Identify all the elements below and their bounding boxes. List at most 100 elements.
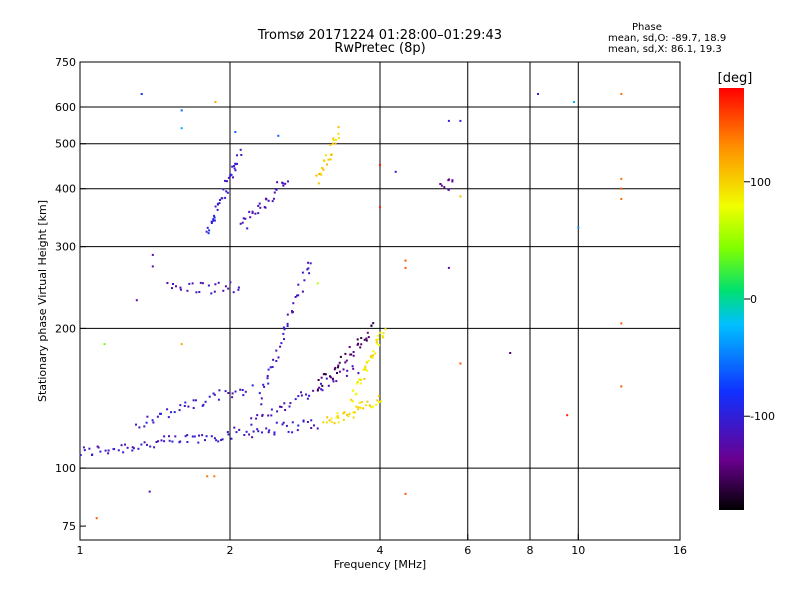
echo-point xyxy=(336,415,339,418)
echo-point xyxy=(234,390,237,393)
echo-point xyxy=(275,188,278,191)
echo-point xyxy=(234,163,237,166)
echo-point xyxy=(286,325,289,327)
echo-point xyxy=(140,93,143,95)
echo-point xyxy=(186,289,189,292)
echo-point xyxy=(347,415,350,418)
echo-point xyxy=(166,282,169,284)
echo-point xyxy=(365,404,368,407)
echo-point xyxy=(365,361,368,364)
echo-point xyxy=(330,420,333,423)
echo-point xyxy=(297,283,300,286)
echo-point xyxy=(325,421,328,424)
echo-point xyxy=(334,366,337,369)
echo-point xyxy=(241,221,244,224)
echo-point xyxy=(265,427,268,430)
echo-point xyxy=(192,399,195,402)
echo-point xyxy=(372,354,374,357)
echo-point xyxy=(275,360,278,362)
echo-point xyxy=(292,302,295,305)
echo-point xyxy=(213,214,215,217)
echo-point xyxy=(451,179,454,182)
echo-point xyxy=(370,324,373,327)
echo-point xyxy=(300,391,302,394)
echo-point xyxy=(363,377,366,380)
echo-point xyxy=(259,206,262,209)
echo-point xyxy=(364,366,367,369)
echo-point xyxy=(268,429,271,432)
echo-point xyxy=(187,405,190,408)
echo-point xyxy=(264,206,267,209)
echo-point xyxy=(218,202,221,205)
echo-point xyxy=(213,437,216,440)
echo-point xyxy=(336,372,338,374)
echo-point xyxy=(302,419,305,422)
echo-point xyxy=(329,144,332,146)
echo-point xyxy=(332,137,335,140)
echo-point xyxy=(212,218,215,221)
echo-point xyxy=(180,343,183,346)
echo-point xyxy=(171,440,174,443)
echo-point xyxy=(404,492,407,495)
echo-point xyxy=(317,182,320,185)
echo-point xyxy=(364,365,367,368)
echo-point xyxy=(242,217,245,220)
echo-point xyxy=(251,436,254,439)
echo-point xyxy=(447,188,450,191)
y-tick-label: 100 xyxy=(55,462,76,475)
echo-point xyxy=(251,210,254,213)
echo-point xyxy=(198,434,200,437)
echo-point xyxy=(146,415,149,418)
echo-point xyxy=(202,403,205,406)
echo-point xyxy=(337,132,340,135)
echo-point xyxy=(375,403,378,406)
echo-point xyxy=(237,286,240,289)
echo-point xyxy=(272,358,275,361)
echo-point xyxy=(372,405,374,408)
echo-point xyxy=(79,454,82,456)
echo-point xyxy=(360,343,363,346)
echo-point xyxy=(145,421,148,424)
echo-point xyxy=(371,356,374,359)
echo-point xyxy=(283,338,285,341)
echo-point xyxy=(273,431,276,434)
echo-point xyxy=(305,393,307,396)
echo-point xyxy=(379,331,382,334)
echo-point xyxy=(318,386,321,389)
chart-subtitle: RwPretec (8p) xyxy=(334,41,426,56)
echo-point xyxy=(297,424,300,427)
echo-point xyxy=(335,416,338,419)
echo-point xyxy=(201,404,204,407)
y-tick-label: 75 xyxy=(62,520,76,533)
echo-point xyxy=(352,416,355,419)
echo-point xyxy=(282,326,285,329)
echo-point xyxy=(172,283,174,285)
echo-point xyxy=(151,253,154,256)
colorbar-label: [deg] xyxy=(718,71,753,86)
x-tick-label: 8 xyxy=(527,544,534,557)
echo-point xyxy=(369,356,372,359)
echo-point xyxy=(332,380,335,383)
echo-point xyxy=(356,338,359,341)
echo-point xyxy=(377,338,380,341)
echo-point xyxy=(459,119,462,122)
chart-title: Tromsø 20171224 01:28:00–01:29:43 xyxy=(257,28,503,43)
echo-point xyxy=(348,412,351,415)
echo-point xyxy=(236,154,238,157)
echo-point xyxy=(356,343,359,346)
echo-point xyxy=(325,377,328,380)
echo-point xyxy=(273,433,276,436)
echo-point xyxy=(342,418,345,421)
echo-point xyxy=(289,402,292,405)
echo-point xyxy=(348,346,351,348)
phase-colorbar xyxy=(719,88,744,510)
echo-point xyxy=(294,296,297,298)
echo-point xyxy=(362,407,365,410)
echo-point xyxy=(233,167,236,170)
echo-point xyxy=(240,154,243,156)
echo-point xyxy=(378,344,381,347)
echo-point xyxy=(277,134,280,137)
echo-point xyxy=(312,389,315,392)
echo-point xyxy=(284,182,287,185)
phase-stats-x-mode: mean, sd,X: 86.1, 19.3 xyxy=(608,44,722,55)
